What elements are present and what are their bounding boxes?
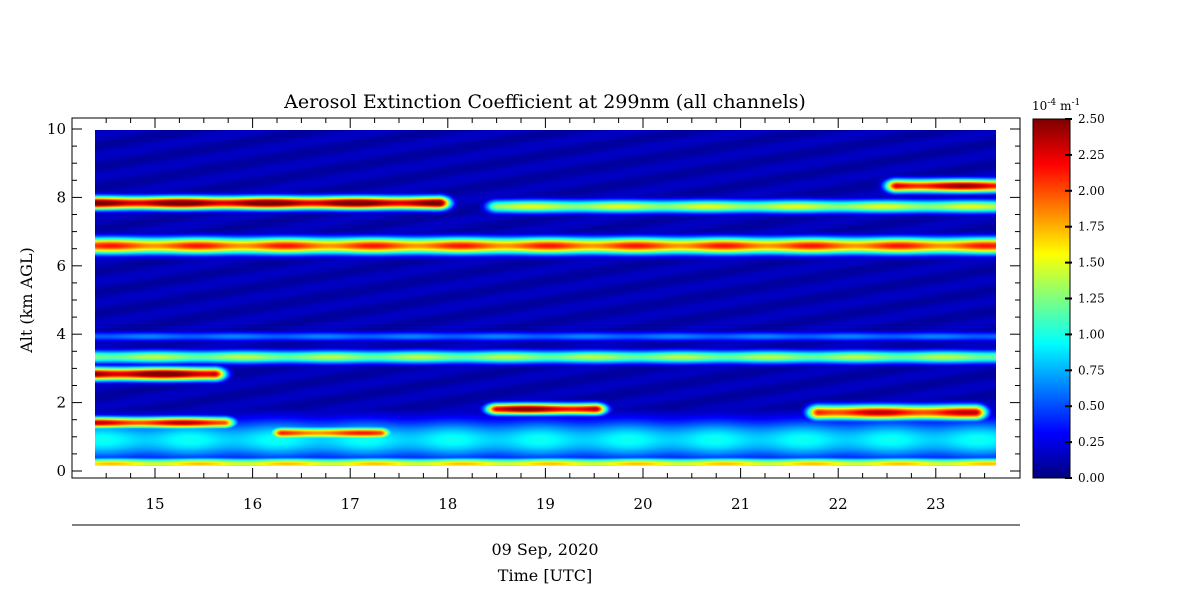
colorbar-tick-label: 0.25 — [1078, 435, 1105, 449]
x-tick-label: 16 — [243, 495, 262, 513]
y-tick-label: 6 — [56, 257, 66, 275]
colorbar-unit-m: m — [1060, 99, 1072, 113]
x-tick-label: 23 — [926, 495, 945, 513]
colorbar-unit: 10-4 m-1 — [1032, 98, 1080, 113]
chart-title: Aerosol Extinction Coefficient at 299nm … — [283, 91, 806, 113]
x-tick-label: 20 — [633, 495, 652, 513]
colorbar-unit-m-exp: -1 — [1071, 98, 1080, 108]
colorbar-gradient — [1033, 119, 1070, 478]
y-axis-label: Alt (km AGL) — [17, 247, 36, 354]
x-tick-label: 18 — [438, 495, 457, 513]
colorbar-tick-label: 1.50 — [1078, 256, 1105, 270]
x-tick-label: 19 — [536, 495, 555, 513]
colorbar-unit-base: 10 — [1032, 99, 1047, 113]
x-tick-label: 17 — [341, 495, 360, 513]
y-tick-label: 10 — [47, 120, 66, 138]
x-tick-label: 22 — [829, 495, 848, 513]
colorbar-tick-label: 0.00 — [1078, 471, 1105, 485]
y-tick-label: 0 — [56, 462, 66, 480]
colorbar-ticks: 0.00 0.25 0.50 0.75 1.00 1.25 1.50 1.75 2.00 2.25… — [1065, 112, 1105, 485]
x-axis: 15 16 17 18 19 20 21 22 23 — [105, 118, 986, 513]
x-axis-date: 09 Sep, 2020 — [491, 540, 598, 559]
y-tick-label: 8 — [56, 188, 66, 206]
heatmap-area — [95, 130, 996, 466]
colorbar-tick-label: 0.75 — [1078, 363, 1105, 377]
colorbar-tick-label: 2.00 — [1078, 184, 1105, 198]
y-tick-label: 2 — [56, 394, 66, 412]
y-tick-label: 4 — [56, 325, 66, 343]
x-axis-label: Time [UTC] — [498, 566, 592, 585]
colorbar-tick-label: 2.50 — [1078, 112, 1105, 126]
x-tick-label: 21 — [731, 495, 750, 513]
colorbar-tick-label: 2.25 — [1078, 148, 1105, 162]
colorbar-tick-label: 1.75 — [1078, 220, 1105, 234]
plot-frame — [71, 117, 1021, 479]
y-axis: 0 2 4 6 8 10 — [47, 120, 1020, 480]
colorbar-tick-label: 1.00 — [1078, 327, 1105, 341]
colorbar-tick-label: 1.25 — [1078, 292, 1105, 306]
colorbar-unit-exp: -4 — [1047, 98, 1056, 108]
colorbar-tick-label: 0.50 — [1078, 399, 1105, 413]
x-tick-label: 15 — [145, 495, 164, 513]
